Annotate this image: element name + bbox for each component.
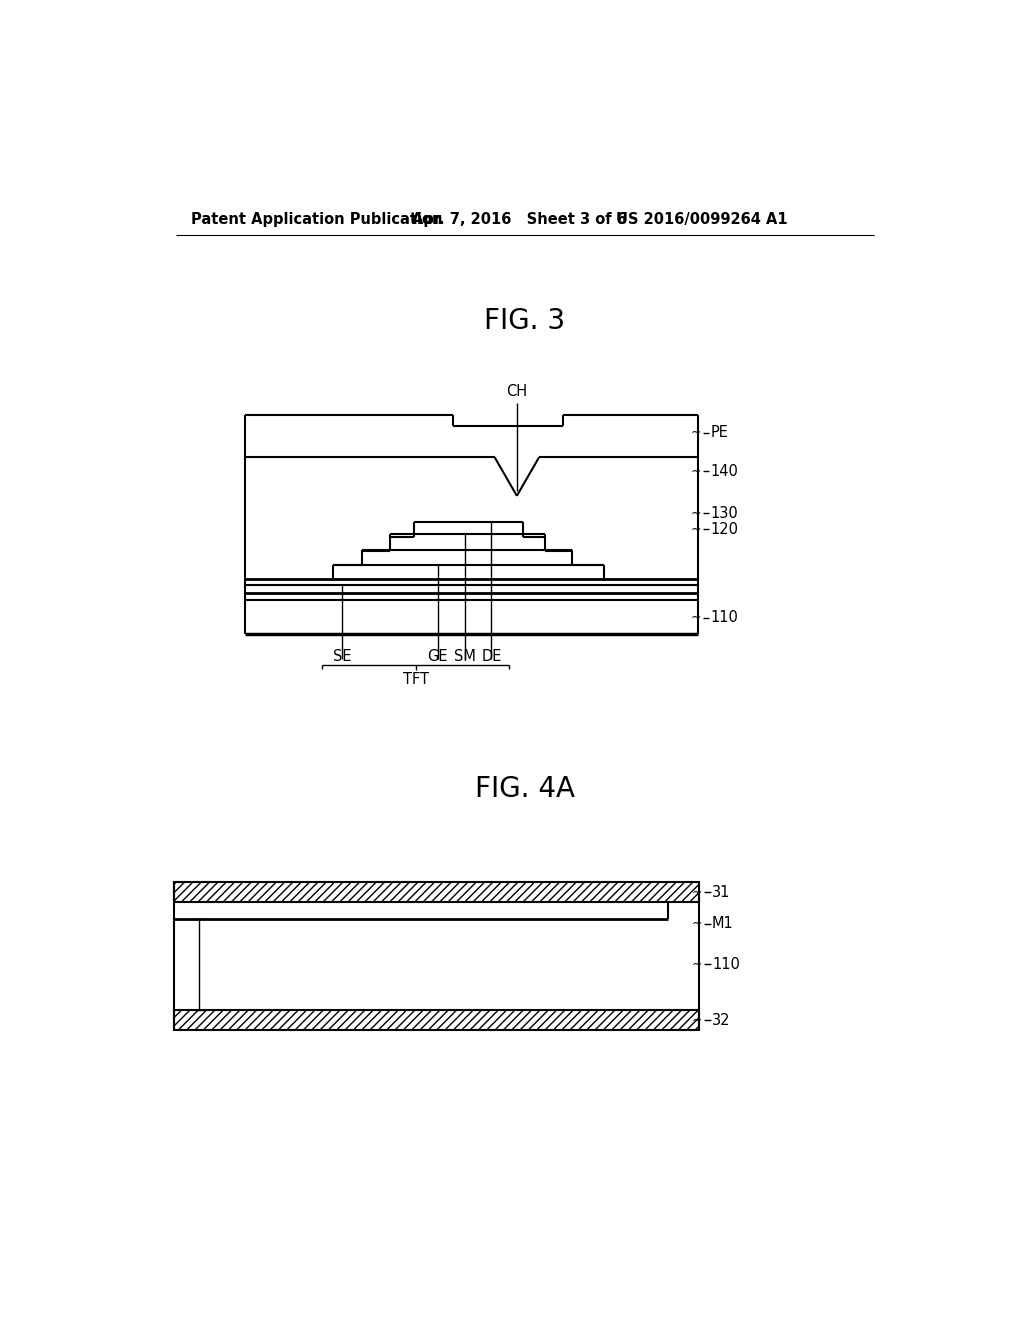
Text: 31: 31 (712, 884, 730, 900)
Text: FIG. 3: FIG. 3 (484, 308, 565, 335)
Text: SE: SE (333, 649, 351, 664)
Text: M1: M1 (712, 916, 734, 931)
Text: SM: SM (455, 649, 476, 664)
Text: Patent Application Publication: Patent Application Publication (191, 213, 443, 227)
Text: 140: 140 (711, 463, 738, 479)
Bar (246, 414, 697, 634)
Text: ∼: ∼ (692, 958, 702, 972)
Text: TFT: TFT (402, 672, 429, 688)
Text: 130: 130 (711, 506, 738, 520)
Text: ∼: ∼ (690, 426, 701, 440)
Text: ∼: ∼ (692, 1014, 702, 1027)
Text: 32: 32 (712, 1012, 730, 1028)
Text: 110: 110 (712, 957, 740, 972)
Text: ∼: ∼ (690, 611, 701, 624)
Text: ∼: ∼ (692, 886, 702, 899)
Text: FIG. 4A: FIG. 4A (475, 775, 574, 803)
Text: US 2016/0099264 A1: US 2016/0099264 A1 (616, 213, 787, 227)
Text: ∼: ∼ (690, 523, 701, 536)
Text: GE: GE (427, 649, 447, 664)
Text: ∼: ∼ (692, 917, 702, 931)
Bar (174, 882, 699, 903)
Text: ∼: ∼ (690, 465, 701, 478)
Text: PE: PE (711, 425, 728, 441)
Text: Apr. 7, 2016   Sheet 3 of 6: Apr. 7, 2016 Sheet 3 of 6 (412, 213, 627, 227)
Text: 120: 120 (711, 521, 738, 537)
Text: DE: DE (481, 649, 502, 664)
Text: CH: CH (506, 384, 527, 399)
Bar (174, 1010, 699, 1031)
Text: ∼: ∼ (690, 507, 701, 520)
Text: 110: 110 (711, 610, 738, 626)
